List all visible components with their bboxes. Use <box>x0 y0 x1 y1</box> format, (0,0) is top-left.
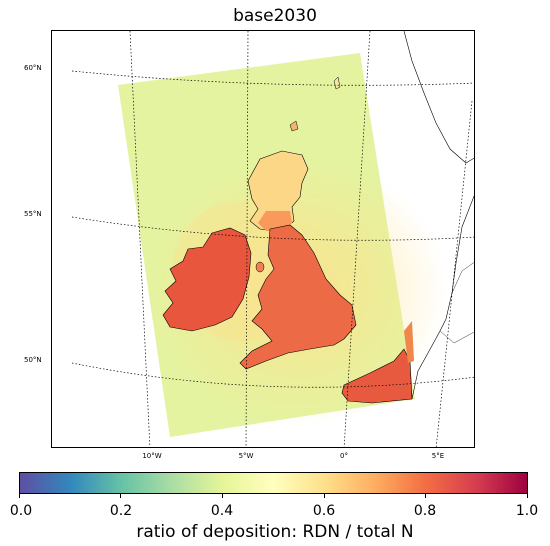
colorbar <box>19 472 528 494</box>
map-title: base2030 <box>233 6 317 26</box>
colorbar-label-04: 0.4 <box>210 503 234 519</box>
norway-coastline <box>403 31 474 164</box>
graticule-5E <box>435 100 473 447</box>
border-line <box>451 262 474 294</box>
lon-label-5w: 5°W <box>238 452 254 460</box>
continental-coastline <box>411 195 474 400</box>
france-coast-landmass <box>341 348 413 404</box>
england-wales-landmass <box>239 224 357 370</box>
lat-label-60n: 60°N <box>24 64 42 72</box>
colorbar-label-0: 0.0 <box>9 503 33 519</box>
colorbar-label-06: 0.6 <box>312 503 336 519</box>
lon-label-5e: 5°E <box>431 452 445 460</box>
colorbar-tick <box>19 494 20 498</box>
colorbar-label-08: 0.8 <box>413 503 437 519</box>
graticule-55N <box>71 216 474 241</box>
map-canvas <box>71 31 474 447</box>
colorbar-tick <box>324 494 325 498</box>
map-panel <box>51 30 475 448</box>
graticule-50N <box>71 362 474 388</box>
ireland-landmass <box>162 227 252 332</box>
isle-of-man <box>255 261 265 273</box>
colorbar-tick <box>527 494 528 498</box>
colorbar-tick <box>120 494 121 498</box>
lon-label-10w: 10°W <box>142 452 162 460</box>
lon-label-0: 0° <box>340 452 348 460</box>
border-line <box>439 330 474 344</box>
colorbar-tick <box>425 494 426 498</box>
colorbar-tick <box>222 494 223 498</box>
scotland-landmass <box>247 150 309 232</box>
lat-label-50n: 50°N <box>24 356 42 364</box>
belgium-coast <box>404 321 414 363</box>
colorbar-label-10: 1.0 <box>515 503 539 519</box>
lat-label-55n: 55°N <box>24 210 42 218</box>
colorbar-title: ratio of deposition: RDN / total N <box>136 522 414 542</box>
colorbar-label-02: 0.2 <box>109 503 133 519</box>
shetland-islands <box>333 76 341 90</box>
orkney-islands <box>289 120 299 132</box>
